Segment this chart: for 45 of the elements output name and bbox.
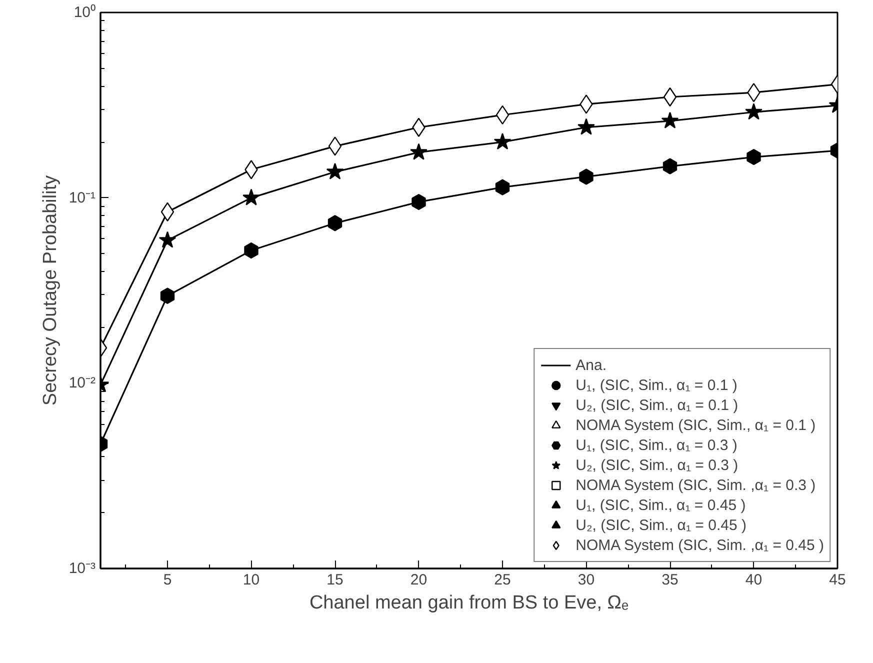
x-tick-label: 10 bbox=[242, 572, 260, 588]
point bbox=[412, 194, 426, 210]
point bbox=[328, 215, 342, 232]
point bbox=[326, 162, 344, 180]
y-axis-title: Secrecy Outage Probability bbox=[40, 174, 61, 406]
legend-label: U₁, (SIC, Sim., α₁ = 0.1 ) bbox=[576, 376, 738, 395]
x-tick-label: 40 bbox=[745, 572, 762, 588]
x-tick-label: 30 bbox=[578, 572, 595, 588]
legend-label: U₂, (SIC, Sim., α₁ = 0.45 ) bbox=[576, 516, 746, 535]
x-tick-label: 20 bbox=[410, 572, 428, 588]
point bbox=[662, 158, 678, 174]
point bbox=[410, 143, 428, 160]
legend-label: Ana. bbox=[576, 356, 606, 375]
point bbox=[661, 112, 679, 128]
legend-label: U₂, (SIC, Sim., α₁ = 0.3 ) bbox=[576, 456, 738, 475]
point bbox=[495, 179, 510, 196]
point bbox=[746, 148, 761, 166]
point bbox=[494, 132, 512, 150]
x-axis-title: Chanel mean gain from BS to Eve, Ωₑ bbox=[309, 592, 629, 614]
point bbox=[242, 188, 260, 206]
y-tick-label: 10⁰ bbox=[74, 4, 96, 21]
point bbox=[745, 103, 762, 120]
x-tick-label: 5 bbox=[163, 572, 172, 588]
point bbox=[158, 231, 176, 248]
x-tick-label: 35 bbox=[662, 572, 678, 588]
y-tick-label: 10⁻¹ bbox=[68, 189, 96, 206]
point bbox=[328, 136, 342, 156]
point bbox=[579, 168, 594, 185]
legend-label: U₂, (SIC, Sim., α₁ = 0.1 ) bbox=[576, 396, 738, 415]
y-tick-label: 10⁻² bbox=[68, 374, 96, 392]
legend-label: NOMA System (SIC, Sim., α₁ = 0.1 ) bbox=[576, 416, 816, 435]
point bbox=[160, 202, 174, 222]
legend-label: U₁, (SIC, Sim., α₁ = 0.3 ) bbox=[576, 436, 738, 455]
point bbox=[244, 242, 258, 259]
point bbox=[160, 288, 175, 304]
x-tick-label: 45 bbox=[829, 572, 846, 588]
legend-label: U₁, (SIC, Sim., α₁ = 0.45 ) bbox=[576, 496, 746, 515]
y-tick-label: 10⁻³ bbox=[68, 560, 96, 577]
legend-label: NOMA System (SIC, Sim. ,α₁ = 0.3 ) bbox=[576, 476, 816, 495]
legend-label: NOMA System (SIC, Sim. ,α₁ = 0.45 ) bbox=[576, 536, 824, 555]
x-tick-label: 25 bbox=[494, 572, 511, 588]
point bbox=[496, 105, 510, 125]
point bbox=[663, 87, 677, 107]
x-tick-label: 15 bbox=[326, 572, 344, 588]
point bbox=[578, 118, 595, 135]
